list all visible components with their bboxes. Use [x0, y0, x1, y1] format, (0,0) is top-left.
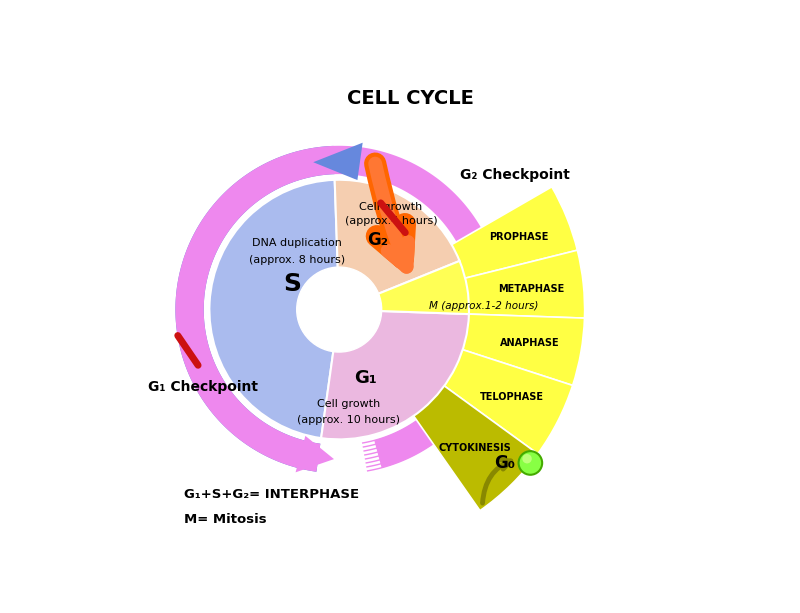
Text: G₁ Checkpoint: G₁ Checkpoint	[148, 381, 258, 394]
Text: G₁: G₁	[354, 369, 377, 387]
Text: M= Mitosis: M= Mitosis	[184, 513, 267, 526]
Wedge shape	[210, 180, 339, 438]
Text: (approx.4 hours): (approx.4 hours)	[345, 216, 438, 226]
Text: S: S	[283, 272, 301, 295]
Text: G₁+S+G₂= INTERPHASE: G₁+S+G₂= INTERPHASE	[184, 488, 359, 501]
Text: (approx. 10 hours): (approx. 10 hours)	[297, 416, 400, 425]
Text: DNA duplication: DNA duplication	[252, 238, 342, 248]
Polygon shape	[374, 373, 484, 468]
Circle shape	[297, 267, 382, 352]
Text: TELOPHASE: TELOPHASE	[479, 392, 543, 402]
Wedge shape	[464, 250, 585, 318]
Text: M (approx.1-2 hours): M (approx.1-2 hours)	[429, 301, 538, 311]
Wedge shape	[462, 314, 585, 386]
Wedge shape	[334, 180, 459, 310]
Text: Cell growth: Cell growth	[359, 202, 422, 211]
Text: PROPHASE: PROPHASE	[489, 232, 548, 242]
Polygon shape	[175, 146, 503, 472]
Polygon shape	[175, 146, 334, 472]
Text: ANAPHASE: ANAPHASE	[500, 338, 559, 348]
Text: Cell growth: Cell growth	[317, 399, 380, 409]
Wedge shape	[339, 261, 469, 314]
Text: G₂ Checkpoint: G₂ Checkpoint	[459, 168, 570, 182]
Polygon shape	[295, 436, 334, 473]
Text: CELL CYCLE: CELL CYCLE	[346, 89, 474, 108]
Text: CYTOKINESIS: CYTOKINESIS	[438, 443, 511, 452]
Wedge shape	[321, 310, 469, 440]
Text: G₀: G₀	[494, 454, 515, 472]
Text: G₂: G₂	[367, 230, 389, 249]
Wedge shape	[450, 187, 578, 278]
Polygon shape	[314, 143, 362, 180]
Wedge shape	[443, 349, 573, 454]
Wedge shape	[413, 386, 538, 511]
Circle shape	[522, 454, 532, 463]
Text: (approx. 8 hours): (approx. 8 hours)	[249, 255, 345, 265]
Circle shape	[518, 451, 542, 474]
Text: METAPHASE: METAPHASE	[498, 284, 565, 294]
